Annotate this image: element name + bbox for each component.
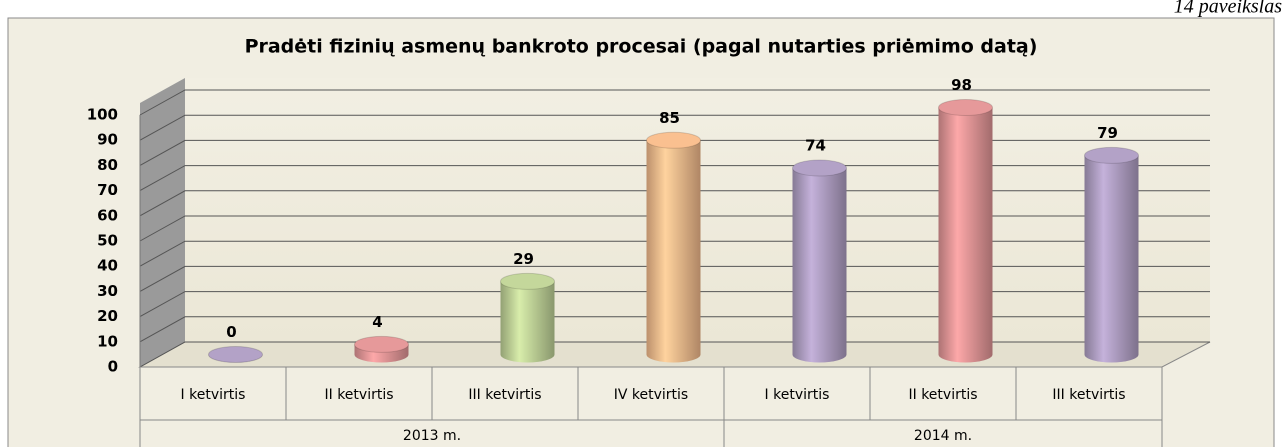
value-label: 85 — [659, 109, 680, 127]
bar — [500, 281, 555, 363]
bar-top — [500, 272, 555, 290]
y-tick-label: 20 — [97, 307, 118, 325]
value-label: 4 — [372, 313, 382, 331]
y-tick-label: 30 — [97, 282, 118, 300]
grid-line — [139, 291, 1210, 318]
x-tick-label: IV ketvirtis — [614, 387, 688, 403]
bar — [792, 168, 847, 363]
y-tick-label: 90 — [97, 131, 118, 149]
chart-title: Pradėti fizinių asmenų bankroto procesai… — [245, 36, 1038, 58]
grid-line — [139, 265, 1210, 292]
y-tick-label: 80 — [97, 156, 118, 174]
x-tick-label: III ketvirtis — [468, 387, 541, 403]
y-tick-label: 50 — [97, 232, 118, 250]
grid-line — [139, 316, 1210, 343]
grid-line — [139, 165, 1210, 192]
y-tick-label: 70 — [97, 181, 118, 199]
bar-top — [792, 159, 847, 177]
bar — [938, 107, 993, 363]
side-wall — [140, 78, 185, 367]
caption: 14 paveikslas — [1174, 0, 1282, 18]
grid-line — [139, 215, 1210, 242]
bar — [1084, 155, 1139, 363]
grid-line — [139, 114, 1210, 141]
bar-top — [354, 335, 409, 353]
value-label: 29 — [513, 250, 534, 268]
x-tick-label: II ketvirtis — [908, 387, 977, 403]
grid-line — [139, 139, 1210, 166]
bar-top — [1084, 146, 1139, 164]
x-tick-label: II ketvirtis — [324, 387, 393, 403]
group-label: 2014 m. — [914, 428, 972, 444]
y-tick-label: 40 — [97, 257, 118, 275]
bar — [646, 140, 701, 363]
value-label: 0 — [226, 323, 236, 341]
x-tick-label: I ketvirtis — [181, 387, 246, 403]
grid-line — [139, 240, 1210, 267]
bar-top — [938, 99, 993, 117]
grid-line — [139, 341, 1210, 368]
group-label: 2013 m. — [403, 428, 461, 444]
value-label: 79 — [1097, 124, 1118, 142]
value-label: 98 — [951, 76, 972, 94]
value-label: 74 — [805, 137, 826, 155]
y-tick-label: 100 — [87, 106, 118, 124]
y-tick-label: 60 — [97, 206, 118, 224]
y-tick-label: 10 — [97, 332, 118, 350]
bar-top — [208, 346, 263, 363]
y-tick-label: 0 — [108, 358, 118, 376]
grid-line — [139, 89, 1210, 116]
x-tick-label: I ketvirtis — [765, 387, 830, 403]
x-tick-label: III ketvirtis — [1052, 387, 1125, 403]
grid-line — [139, 190, 1210, 217]
bar-top — [646, 131, 701, 149]
